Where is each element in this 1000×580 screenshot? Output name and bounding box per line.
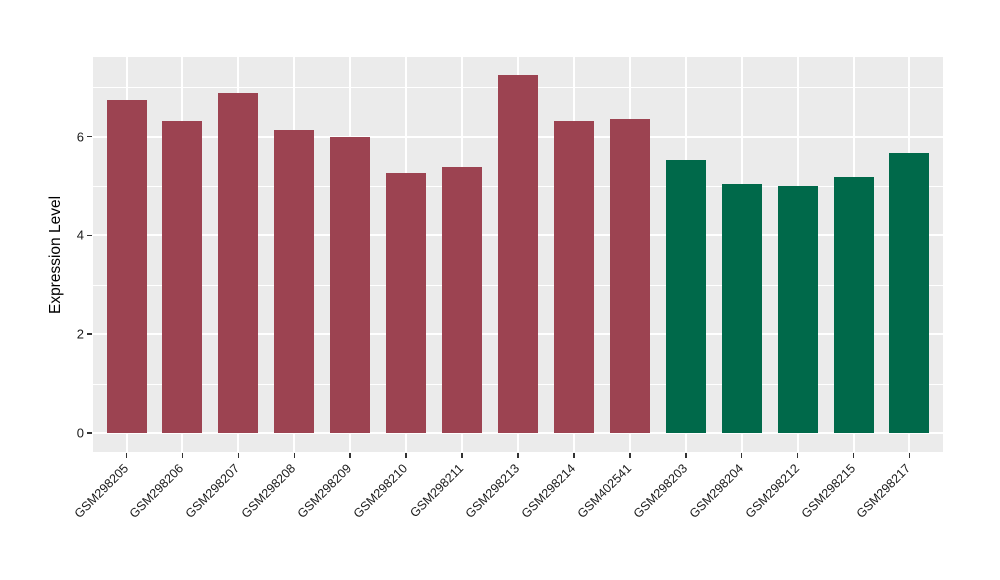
- bar-GSM298206: [162, 120, 203, 433]
- x-tick-mark-GSM298211: [461, 453, 463, 458]
- bar-GSM298214: [553, 120, 594, 433]
- x-tick-label-GSM298217: GSM298217: [854, 461, 914, 521]
- x-tick-mark-GSM298208: [293, 453, 296, 458]
- y-tick-mark-0: [87, 432, 92, 434]
- bar-GSM298208: [274, 130, 315, 433]
- x-tick-label-GSM298205: GSM298205: [71, 461, 131, 521]
- y-tick-label-6: 6: [76, 129, 84, 145]
- y-tick-mark-6: [87, 135, 92, 138]
- x-tick-label-GSM298206: GSM298206: [127, 461, 187, 521]
- x-tick-label-GSM298211: GSM298211: [407, 461, 467, 521]
- bar-GSM298212: [777, 186, 818, 433]
- x-tick-mark-GSM298217: [908, 453, 911, 458]
- x-tick-label-GSM298207: GSM298207: [183, 461, 243, 521]
- bar-GSM298207: [218, 93, 259, 433]
- x-tick-mark-GSM298214: [573, 453, 575, 458]
- x-tick-mark-GSM298207: [237, 453, 240, 458]
- x-tick-label-GSM298208: GSM298208: [238, 461, 299, 521]
- x-tick-mark-GSM298212: [796, 453, 799, 458]
- y-tick-label-0: 0: [76, 425, 84, 441]
- bar-GSM402541: [609, 118, 650, 433]
- x-tick-label-GSM402541: GSM402541: [574, 461, 635, 521]
- x-tick-mark-GSM298213: [517, 453, 519, 458]
- x-tick-mark-GSM298210: [405, 453, 407, 458]
- bar-GSM298215: [833, 177, 874, 433]
- y-tick-mark-4: [87, 234, 92, 237]
- x-tick-mark-GSM298205: [125, 453, 128, 458]
- y-axis-title-text: Expression Level: [47, 195, 64, 314]
- x-tick-mark-GSM298215: [852, 453, 855, 458]
- x-tick-mark-GSM298209: [349, 453, 351, 458]
- y-axis-title: Expression Level: [40, 57, 72, 452]
- x-tick-label-GSM298204: GSM298204: [686, 461, 746, 521]
- x-tick-mark-GSM298204: [740, 453, 743, 458]
- bar-GSM298210: [386, 173, 427, 433]
- x-tick-mark-GSM298206: [181, 453, 184, 458]
- bar-GSM298203: [665, 159, 706, 433]
- x-tick-mark-GSM298203: [685, 453, 687, 458]
- y-tick-mark-2: [87, 333, 92, 335]
- x-tick-label-GSM298213: GSM298213: [462, 461, 523, 521]
- x-tick-mark-GSM402541: [629, 453, 631, 458]
- y-tick-label-2: 2: [76, 326, 84, 342]
- x-tick-label-GSM298210: GSM298210: [350, 461, 411, 521]
- x-tick-label-GSM298214: GSM298214: [518, 461, 579, 521]
- x-tick-label-GSM298203: GSM298203: [630, 461, 690, 521]
- bar-GSM298213: [498, 74, 538, 433]
- plot-area: [93, 57, 943, 452]
- bar-GSM298204: [721, 183, 762, 433]
- bar-GSM298217: [889, 153, 930, 433]
- x-tick-label-GSM298215: GSM298215: [798, 461, 858, 521]
- x-tick-label-GSM298212: GSM298212: [742, 461, 802, 521]
- bar-GSM298211: [442, 166, 483, 433]
- bar-GSM298205: [106, 100, 147, 433]
- y-tick-label-4: 4: [76, 227, 84, 243]
- x-tick-label-GSM298209: GSM298209: [294, 461, 355, 521]
- bar-GSM298209: [330, 137, 371, 433]
